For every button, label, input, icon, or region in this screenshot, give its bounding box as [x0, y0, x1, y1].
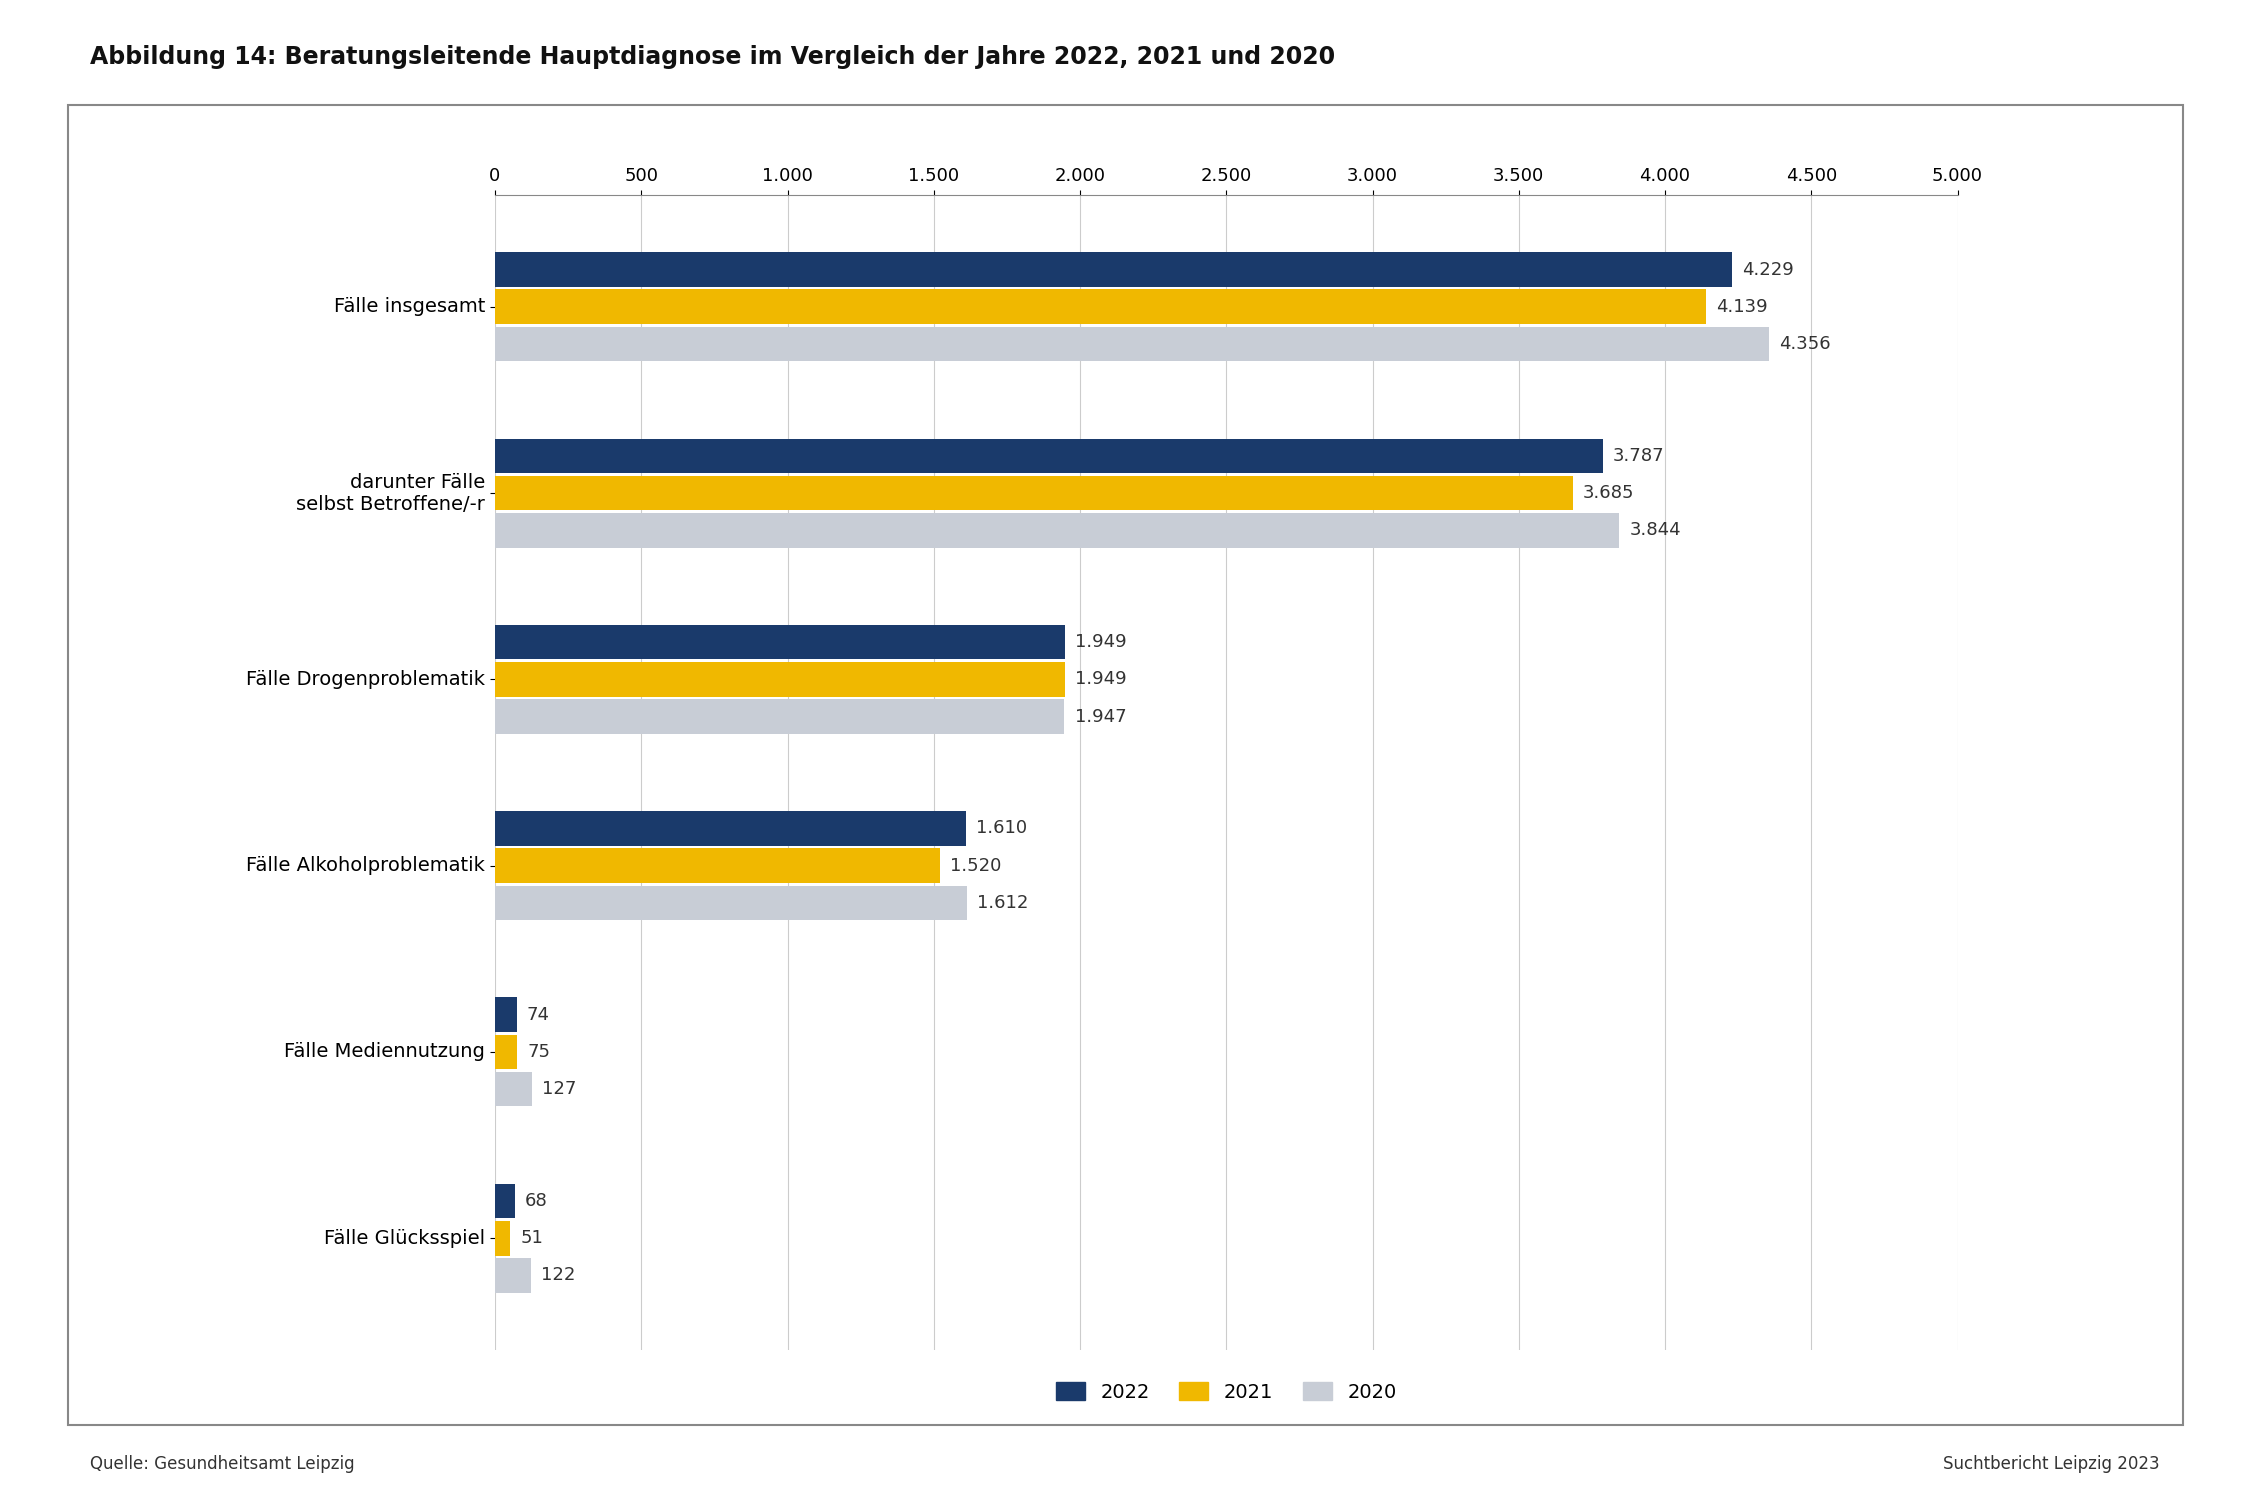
Text: 3.844: 3.844 [1629, 522, 1681, 540]
Bar [495, 662, 1064, 696]
Bar [495, 1258, 531, 1293]
Legend: 2022, 2021, 2020: 2022, 2021, 2020 [1048, 1374, 1404, 1410]
Bar [495, 626, 1064, 660]
Text: 1.949: 1.949 [1076, 633, 1127, 651]
Text: 4.139: 4.139 [1717, 298, 1768, 316]
Text: 74: 74 [526, 1005, 549, 1023]
Bar [495, 327, 1769, 362]
Bar [495, 885, 968, 920]
Bar [495, 438, 1602, 472]
Text: 127: 127 [542, 1080, 576, 1098]
Bar [495, 513, 1620, 548]
Text: 122: 122 [540, 1266, 576, 1284]
Bar [495, 1221, 511, 1256]
Bar [495, 699, 1064, 734]
Bar [495, 252, 1732, 286]
Text: 68: 68 [524, 1192, 549, 1210]
Bar [495, 290, 1706, 324]
Text: Quelle: Gesundheitsamt Leipzig: Quelle: Gesundheitsamt Leipzig [90, 1455, 356, 1473]
Text: 1.947: 1.947 [1076, 708, 1127, 726]
Bar [495, 849, 940, 883]
Text: 4.229: 4.229 [1742, 261, 1793, 279]
Bar [495, 998, 518, 1032]
Text: 1.612: 1.612 [976, 894, 1028, 912]
Text: Abbildung 14: Beratungsleitende Hauptdiagnose im Vergleich der Jahre 2022, 2021 : Abbildung 14: Beratungsleitende Hauptdia… [90, 45, 1334, 69]
Text: 3.685: 3.685 [1584, 484, 1634, 502]
Text: 4.356: 4.356 [1780, 334, 1831, 352]
Bar [495, 1184, 515, 1218]
Text: 1.610: 1.610 [976, 819, 1028, 837]
Bar [495, 812, 965, 846]
Text: 51: 51 [520, 1228, 542, 1246]
Text: 3.787: 3.787 [1613, 447, 1665, 465]
Text: 1.949: 1.949 [1076, 670, 1127, 688]
Bar [495, 1035, 518, 1070]
Text: Suchtbericht Leipzig 2023: Suchtbericht Leipzig 2023 [1944, 1455, 2160, 1473]
Bar [495, 476, 1573, 510]
Text: 75: 75 [526, 1042, 551, 1060]
Bar [495, 1072, 533, 1107]
Text: 1.520: 1.520 [950, 856, 1001, 874]
